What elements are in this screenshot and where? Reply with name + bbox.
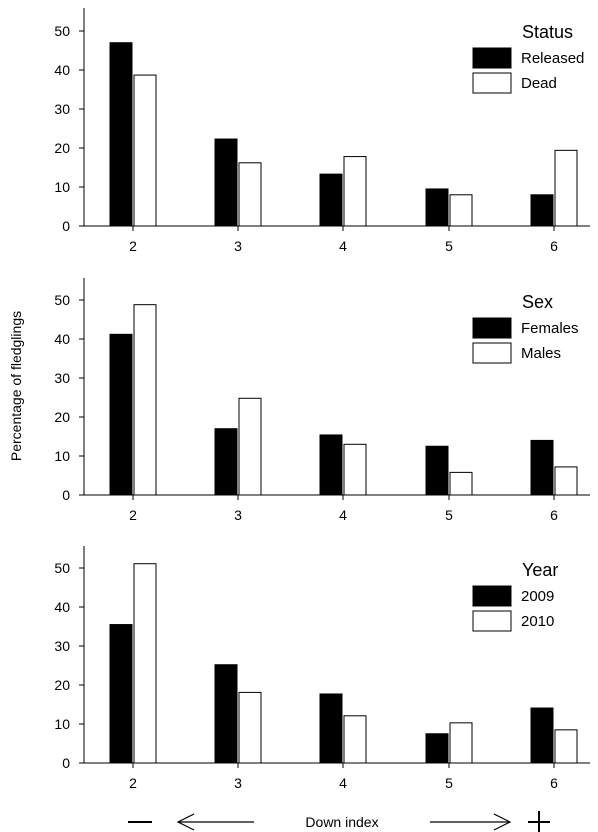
legend-label-males: Males [521,345,561,362]
x-tick-label: 3 [234,507,242,523]
y-tick-label: 20 [54,140,70,156]
chart-panel-1: 0 10 20 30 40 50 2 3 4 5 6 Status Released Dead [54,8,590,254]
bar-2009-5 [425,733,449,764]
legend-swatch-2009 [472,585,512,607]
legend-title: Sex [522,292,553,312]
legend-label-dead: Dead [521,75,557,92]
x-tick-label: 2 [129,238,137,254]
bar-males-4 [343,443,367,496]
x-tick-label: 4 [339,238,347,254]
y-tick-label: 30 [54,101,70,117]
y-tick-label: 50 [54,292,70,308]
bar-females-5 [425,445,449,496]
bar-dead-4 [343,156,367,227]
bar-2009-2 [109,624,133,764]
legend-swatch-2010 [472,610,512,632]
y-tick-label: 0 [62,755,70,771]
bar-released-3 [214,138,238,227]
x-tick-label: 4 [339,775,347,791]
legend-label-2009: 2009 [521,588,554,605]
bar-2009-6 [530,707,554,764]
bar-2010-6 [554,729,578,764]
bar-dead-5 [449,194,473,227]
x-tick-label: 6 [550,238,558,254]
y-tick-label: 10 [54,448,70,464]
bar-2010-3 [238,691,262,764]
y-axis-label: Percentage of fledglings [8,311,24,461]
bar-released-6 [530,194,554,227]
y-tick-label: 40 [54,62,70,78]
x-tick-label: 3 [234,775,242,791]
y-tick-label: 10 [54,716,70,732]
x-tick-label: 6 [550,775,558,791]
bar-males-5 [449,471,473,496]
legend-swatch-released [472,47,512,69]
bar-males-2 [133,304,157,496]
bar-dead-2 [133,74,157,227]
bar-males-6 [554,466,578,496]
bar-released-2 [109,42,133,227]
y-tick-label: 40 [54,331,70,347]
y-tick-label: 0 [62,487,70,503]
chart-panel-2: 0 10 20 30 40 50 2 3 4 5 6 Sex Females Males [54,278,590,523]
x-tick-label: 6 [550,507,558,523]
bar-dead-6 [554,149,578,227]
y-tick-label: 50 [54,23,70,39]
x-tick-label: 4 [339,507,347,523]
bar-dead-3 [238,162,262,227]
y-tick-label: 30 [54,638,70,654]
x-tick-label: 2 [129,507,137,523]
legend-title: Status [522,22,573,42]
bar-2010-5 [449,722,473,764]
legend-title: Year [522,560,558,580]
x-tick-label: 5 [445,507,453,523]
bar-females-6 [530,439,554,496]
legend-swatch-dead [472,72,512,94]
chart-panel-3: 0 10 20 30 40 50 2 3 4 5 6 Year 2009 2010 [54,546,590,791]
x-tick-label: 3 [234,238,242,254]
right-arrow-icon [493,813,512,831]
legend-swatch-females [472,317,512,339]
x-tick-label: 5 [445,775,453,791]
y-tick-label: 20 [54,409,70,425]
legend-label-2010: 2010 [521,613,554,630]
bar-released-5 [425,188,449,227]
x-axis-label: Down index [305,814,378,830]
bar-released-4 [319,173,343,227]
y-tick-label: 10 [54,179,70,195]
bar-2010-2 [133,563,157,764]
y-tick-label: 40 [54,599,70,615]
bar-females-3 [214,428,238,496]
bar-females-4 [319,434,343,496]
y-tick-label: 0 [62,218,70,234]
y-tick-label: 30 [54,370,70,386]
bar-males-3 [238,397,262,496]
bar-2009-4 [319,693,343,764]
bar-2010-4 [343,715,367,764]
bar-females-2 [109,333,133,496]
bar-2009-3 [214,664,238,764]
legend-label-females: Females [521,320,579,337]
y-tick-label: 20 [54,677,70,693]
x-tick-label: 5 [445,238,453,254]
y-tick-label: 50 [54,560,70,576]
x-tick-label: 2 [129,775,137,791]
legend-swatch-males [472,342,512,364]
legend-label-released: Released [521,50,584,67]
left-arrow-icon [176,813,195,831]
